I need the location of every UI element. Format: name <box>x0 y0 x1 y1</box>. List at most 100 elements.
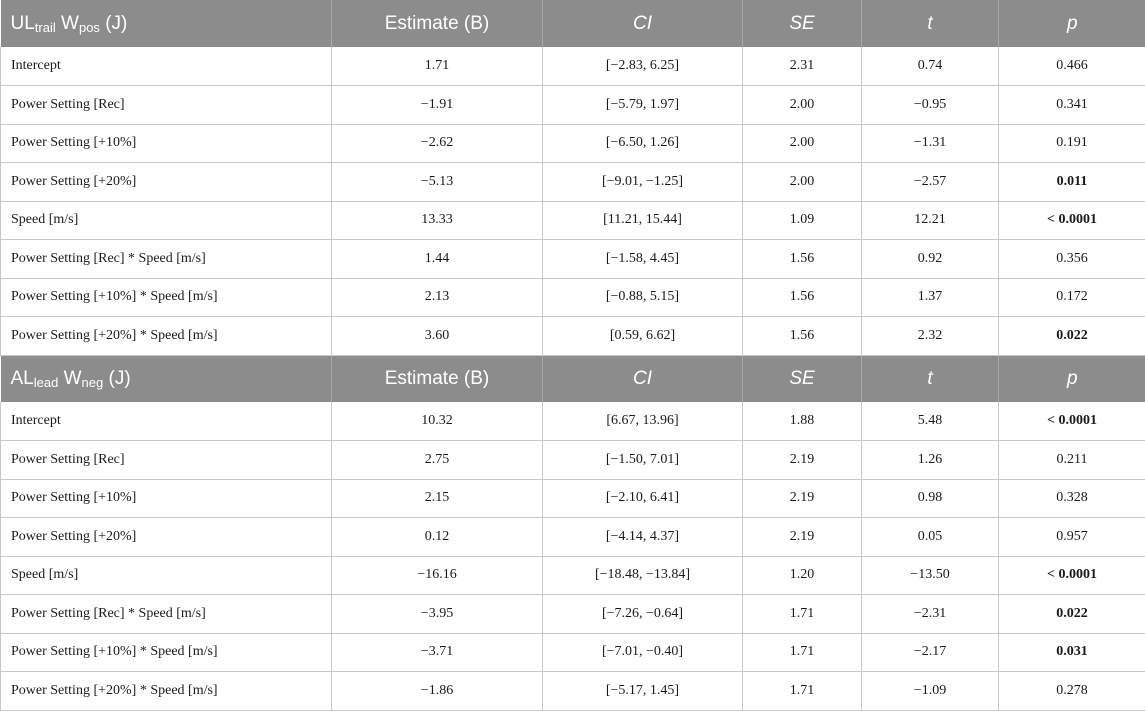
cell-term: Power Setting [Rec] * Speed [m/s] <box>0 239 332 279</box>
cell-term: Power Setting [+20%] * Speed [m/s] <box>0 316 332 356</box>
cell-se: 2.00 <box>742 85 862 125</box>
cell-term: Power Setting [+20%] <box>0 517 332 557</box>
cell-term: Power Setting [Rec] <box>0 440 332 480</box>
cell-ci: [−2.10, 6.41] <box>542 479 743 518</box>
cell-estimate: 10.32 <box>331 402 543 441</box>
cell-t: 0.98 <box>861 479 999 518</box>
cell-estimate: −1.86 <box>331 671 543 711</box>
cell-term: Intercept <box>0 402 332 441</box>
table-row: Power Setting [+20%] * Speed [m/s] 3.60 [0… <box>0 316 1145 356</box>
section-title-part: W <box>58 367 82 389</box>
cell-t: 0.92 <box>861 239 999 279</box>
cell-t: −13.50 <box>861 556 999 595</box>
cell-ci: [−2.83, 6.25] <box>542 47 743 86</box>
cell-ci: [11.21, 15.44] <box>542 201 743 240</box>
cell-p: 0.022 <box>998 594 1145 634</box>
table-row: Power Setting [Rec] 2.75 [−1.50, 7.01] 2.19… <box>0 440 1145 480</box>
cell-estimate: 2.13 <box>331 278 543 317</box>
section-header-row: ULtrail Wpos (J) Estimate (B) CI SE t p <box>0 0 1145 47</box>
cell-p: 0.022 <box>998 316 1145 356</box>
cell-term: Power Setting [Rec] * Speed [m/s] <box>0 594 332 634</box>
cell-term: Intercept <box>0 47 332 86</box>
cell-ci: [−7.26, −0.64] <box>542 594 743 634</box>
cell-se: 2.19 <box>742 479 862 518</box>
cell-t: −1.09 <box>861 671 999 711</box>
cell-estimate: 1.44 <box>331 239 543 279</box>
cell-estimate: 2.15 <box>331 479 543 518</box>
cell-estimate: 1.71 <box>331 47 543 86</box>
cell-p: 0.031 <box>998 633 1145 672</box>
cell-t: 0.05 <box>861 517 999 557</box>
cell-t: 5.48 <box>861 402 999 441</box>
section-title-part: (J) <box>99 12 128 34</box>
column-header-estimate: Estimate (B) <box>331 355 543 402</box>
cell-t: 2.32 <box>861 316 999 356</box>
section-title: ULtrail Wpos (J) <box>0 0 332 47</box>
cell-estimate: −5.13 <box>331 162 543 202</box>
cell-p: 0.011 <box>998 162 1145 202</box>
cell-se: 1.56 <box>742 278 862 317</box>
section-title-part: pos <box>78 19 100 35</box>
cell-ci: [−1.58, 4.45] <box>542 239 743 279</box>
cell-ci: [−0.88, 5.15] <box>542 278 743 317</box>
cell-ci: [−1.50, 7.01] <box>542 440 743 480</box>
section-header-row: ALlead Wneg (J) Estimate (B) CI SE t p <box>0 355 1145 402</box>
table-row: Power Setting [Rec] −1.91 [−5.79, 1.97] 2.0… <box>0 85 1145 125</box>
cell-t: −2.31 <box>861 594 999 634</box>
table-row: Speed [m/s] 13.33 [11.21, 15.44] 1.09 12.21 <… <box>0 201 1145 240</box>
cell-se: 1.20 <box>742 556 862 595</box>
cell-ci: [−4.14, 4.37] <box>542 517 743 557</box>
cell-estimate: 0.12 <box>331 517 543 557</box>
cell-t: −0.95 <box>861 85 999 125</box>
cell-p: 0.211 <box>998 440 1145 480</box>
cell-ci: [−5.79, 1.97] <box>542 85 743 125</box>
cell-p: 0.328 <box>998 479 1145 518</box>
section-title-part: UL <box>10 12 35 34</box>
cell-se: 1.56 <box>742 316 862 356</box>
cell-p: 0.191 <box>998 124 1145 163</box>
cell-ci: [0.59, 6.62] <box>542 316 743 356</box>
column-header-t: t <box>861 355 999 402</box>
section-title-part: trail <box>34 19 56 35</box>
cell-se: 1.71 <box>742 671 862 711</box>
cell-term: Power Setting [+10%] <box>0 479 332 518</box>
column-header-ci: CI <box>542 355 743 402</box>
table-row: Power Setting [Rec] * Speed [m/s] −3.95 [−… <box>0 594 1145 634</box>
table-row: Intercept 10.32 [6.67, 13.96] 1.88 5.48 < 0.0… <box>0 402 1145 441</box>
cell-p: 0.172 <box>998 278 1145 317</box>
table-row: Power Setting [+20%] 0.12 [−4.14, 4.37] 2.1… <box>0 517 1145 557</box>
cell-se: 1.71 <box>742 594 862 634</box>
cell-t: −2.57 <box>861 162 999 202</box>
cell-p: 0.356 <box>998 239 1145 279</box>
cell-se: 1.88 <box>742 402 862 441</box>
cell-estimate: −1.91 <box>331 85 543 125</box>
table-row: Speed [m/s] −16.16 [−18.48, −13.84] 1.20 −13… <box>0 556 1145 595</box>
column-header-se: SE <box>742 0 862 47</box>
column-header-estimate: Estimate (B) <box>331 0 543 47</box>
cell-estimate: −3.95 <box>331 594 543 634</box>
table-row: Intercept 1.71 [−2.83, 6.25] 2.31 0.74 0.466 <box>0 47 1145 86</box>
cell-ci: [6.67, 13.96] <box>542 402 743 441</box>
cell-p: 0.278 <box>998 671 1145 711</box>
cell-ci: [−6.50, 1.26] <box>542 124 743 163</box>
cell-se: 2.19 <box>742 517 862 557</box>
column-header-p: p <box>1066 12 1078 34</box>
cell-term: Power Setting [+10%] * Speed [m/s] <box>0 633 332 672</box>
column-header-se: SE <box>742 355 862 402</box>
cell-se: 1.71 <box>742 633 862 672</box>
cell-t: 1.37 <box>861 278 999 317</box>
section-title-part: neg <box>81 374 104 390</box>
column-header-ci: CI <box>542 0 743 47</box>
cell-se: 2.00 <box>742 162 862 202</box>
cell-estimate: 3.60 <box>331 316 543 356</box>
cell-ci: [−18.48, −13.84] <box>542 556 743 595</box>
cell-p: 0.341 <box>998 85 1145 125</box>
cell-ci: [−7.01, −0.40] <box>542 633 743 672</box>
column-header-t: t <box>861 0 999 47</box>
cell-p: 0.957 <box>998 517 1145 557</box>
cell-p: < 0.0001 <box>998 556 1145 595</box>
cell-estimate: −16.16 <box>331 556 543 595</box>
section-title: ALlead Wneg (J) <box>0 355 332 402</box>
